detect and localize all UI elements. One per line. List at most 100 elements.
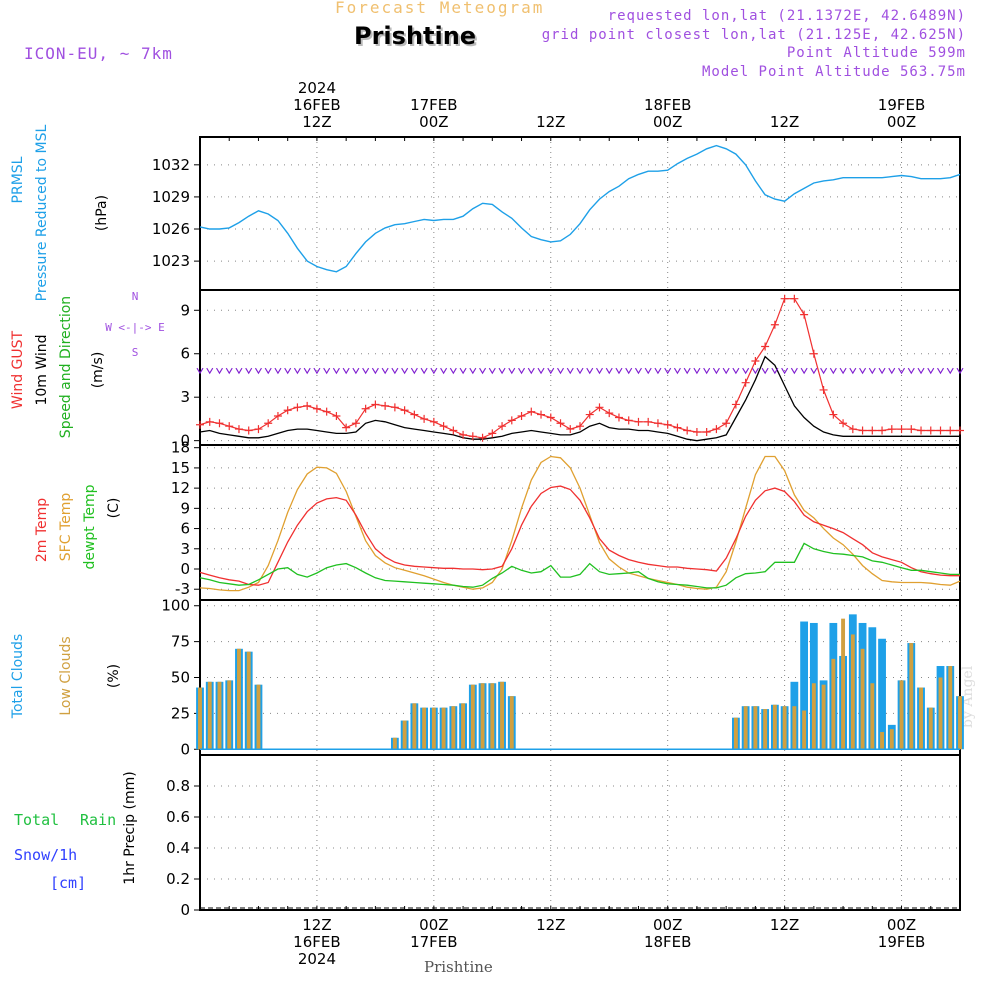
label-wind-gust: Wind GUST [10, 330, 26, 409]
label-dewpt-temp: dewpt Temp [82, 484, 98, 569]
gust-point [361, 404, 370, 413]
gust-point [332, 412, 341, 421]
y-tick-label: 6 [180, 345, 190, 363]
low-cloud-bar [217, 681, 222, 750]
wind-direction-arrow [946, 367, 954, 375]
time-label-bottom: 00Z [887, 916, 916, 934]
label-low-clouds: Low Clouds [58, 636, 74, 715]
gust-point [946, 426, 955, 435]
wind-direction-arrow [508, 367, 516, 375]
time-label-top: 00Z [653, 113, 682, 131]
low-cloud-bar [198, 687, 202, 750]
gust-point [878, 426, 887, 435]
gust-point [273, 412, 282, 421]
gust-point [215, 419, 224, 428]
gust-point [790, 294, 799, 303]
requested-coords: requested lon,lat (21.1372E, 42.6489N) [607, 8, 966, 24]
gust-point [683, 426, 692, 435]
low-cloud-bar [431, 707, 436, 750]
wind-direction-arrow [469, 367, 477, 375]
wind-direction-arrow [323, 367, 331, 375]
wind-direction-arrow [430, 367, 438, 375]
time-label-top: 12Z [770, 113, 799, 131]
label-snow-unit: [cm] [50, 874, 86, 892]
wind-direction-arrow [742, 367, 750, 375]
panel-frame-precip [199, 754, 961, 911]
gust-point [663, 420, 672, 429]
wind-direction-arrow [459, 367, 467, 375]
gust-point [926, 426, 935, 435]
wind-direction-arrow [254, 367, 262, 375]
gust-point [303, 401, 312, 410]
wind-direction-arrow [868, 367, 876, 375]
low-cloud-bar [237, 648, 241, 750]
gust-point [887, 425, 896, 434]
gust-point [751, 356, 760, 365]
time-label-bottom: 19FEB [878, 933, 925, 951]
wind-direction-arrow [479, 367, 487, 375]
gust-point [692, 427, 701, 436]
low-cloud-bar [743, 706, 748, 750]
low-cloud-bar [422, 707, 427, 750]
low-cloud-bar [909, 643, 914, 750]
wind-direction-arrow [342, 367, 350, 375]
gust-point [936, 426, 945, 435]
low-cloud-bar [451, 706, 456, 750]
label-snow: Snow/1h [14, 846, 77, 864]
time-label-bottom: 17FEB [410, 933, 457, 951]
wind-direction-arrow [673, 367, 681, 375]
low-cloud-bar [490, 683, 495, 750]
low-cloud-bar [889, 729, 894, 750]
wind-direction-arrow [293, 367, 301, 375]
low-cloud-bar [392, 737, 397, 750]
wind-direction-arrow [586, 367, 594, 375]
gust-point [731, 400, 740, 409]
gust-point [478, 433, 487, 442]
gust-point [546, 413, 555, 422]
gust-point [556, 419, 565, 428]
wind-direction-arrow [712, 367, 720, 375]
y-tick-label: 0 [180, 560, 190, 578]
unit-precip: 1hr Precip (mm) [122, 771, 138, 884]
low-cloud-bar [948, 666, 953, 750]
gust-point [712, 425, 721, 434]
wind-direction-arrow [790, 367, 798, 375]
time-label-top: 2024 [298, 79, 336, 97]
gust-point [196, 420, 204, 429]
wind-direction-arrow [196, 367, 204, 375]
time-label-top: 00Z [419, 113, 448, 131]
wind-direction-arrow [566, 367, 574, 375]
unit-pressure: (hPa) [94, 195, 110, 231]
gust-point [702, 427, 711, 436]
wind-direction-arrow [303, 367, 311, 375]
y-tick-label: 9 [180, 499, 190, 517]
wind-direction-arrow [235, 367, 243, 375]
panel-frame-temp [199, 444, 961, 601]
gust-point [848, 425, 857, 434]
label-rain: Rain [80, 811, 116, 829]
wind-direction-arrow [245, 367, 253, 375]
low-cloud-bar [470, 684, 475, 750]
y-tick-label: 9 [180, 301, 190, 319]
wind-speed-line [199, 355, 960, 442]
gust-point [653, 419, 662, 428]
low-cloud-bar [880, 732, 884, 750]
low-cloud-bar [811, 683, 816, 750]
wind-direction-arrow [547, 367, 555, 375]
y-tick-label: 1023 [152, 252, 190, 270]
gust-point [741, 378, 750, 387]
gust-point [234, 425, 243, 434]
wind-direction-arrow [878, 367, 886, 375]
low-cloud-bar [802, 710, 807, 750]
time-label-bottom: 12Z [536, 916, 565, 934]
wind-direction-arrow [829, 367, 837, 375]
wind-direction-arrow [761, 367, 769, 375]
pressure-line [199, 144, 961, 273]
wind-direction-arrow [605, 367, 613, 375]
label-total-clouds: Total Clouds [10, 634, 26, 719]
low-cloud-bar [831, 658, 836, 750]
y-tick-label: 0.4 [166, 839, 190, 857]
wind-direction-arrow [751, 367, 759, 375]
total-cloud-bar [878, 638, 886, 750]
y-tick-label: 0 [180, 901, 190, 919]
